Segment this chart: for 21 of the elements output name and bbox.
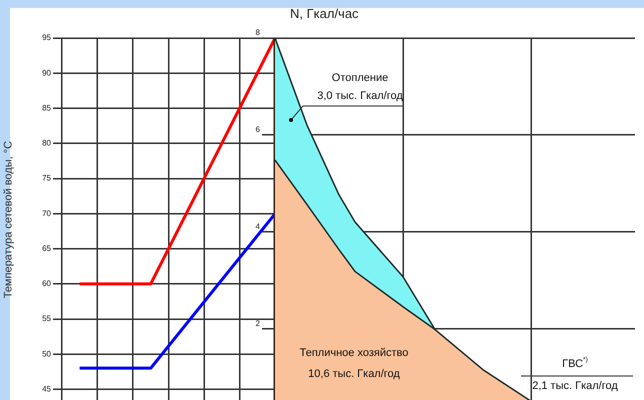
- y-tick-label: 8: [256, 28, 261, 38]
- y-tick-label: 75: [42, 174, 52, 183]
- y-axis-title: Температура сетевой воды, °С: [2, 140, 15, 298]
- y-tick-label: 80: [42, 138, 52, 148]
- y-tick-label: 2: [256, 318, 261, 328]
- y-tick-label: 6: [256, 125, 261, 134]
- y-tick-label: 95: [42, 33, 52, 42]
- annotation: 2,1 тыс. Гкал/год: [532, 380, 618, 392]
- annotation: Отопление: [332, 72, 388, 84]
- y-tick-label: 70: [42, 208, 52, 218]
- y-tick-label: 55: [42, 314, 52, 324]
- y-tick-label: 50: [42, 349, 52, 358]
- y-tick-label: 4: [256, 222, 261, 231]
- y-axis-title: N, Гкал/час: [290, 6, 359, 21]
- annotation: Тепличное хозяйство: [300, 347, 408, 360]
- y-tick-label: 85: [42, 103, 52, 112]
- y-tick-label: 45: [42, 384, 52, 394]
- annotation: 10,6 тыс. Гкал/год: [308, 368, 400, 380]
- y-tick-label: 60: [42, 279, 52, 288]
- y-tick-label: 65: [42, 244, 52, 253]
- y-tick-label: 90: [42, 68, 52, 78]
